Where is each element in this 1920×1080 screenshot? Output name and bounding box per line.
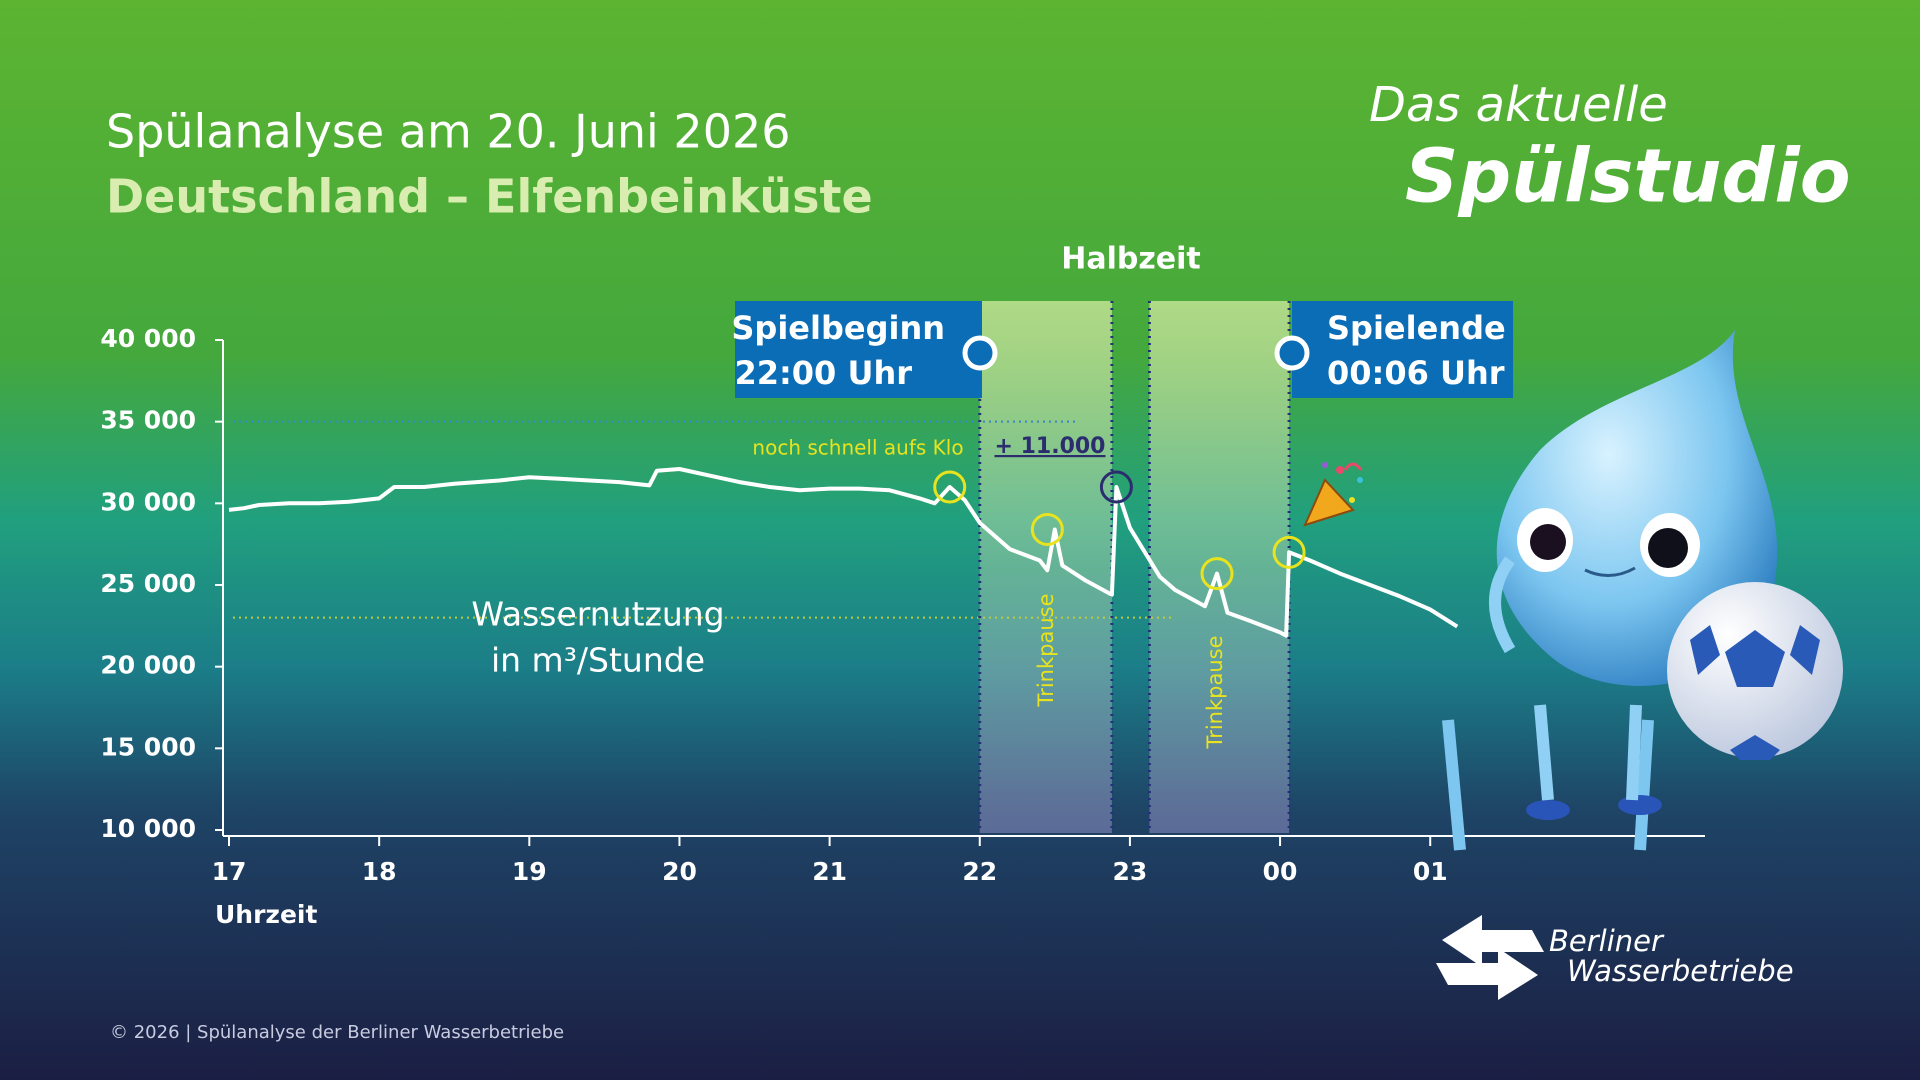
kickoff-label: Spielbeginn: [731, 309, 945, 347]
highlight-marker: [933, 470, 967, 504]
subtitle: Deutschland – Elfenbeinküste: [106, 170, 873, 224]
logo-text: Wasserbetriebe: [1567, 954, 1794, 988]
footer: © 2026 | Spülanalyse der Berliner Wasser…: [110, 1022, 564, 1043]
y-tick-label: 15 000: [100, 732, 196, 761]
final-label: Spielende: [1327, 309, 1506, 347]
final-dot: [1274, 335, 1310, 371]
final-box: [1292, 301, 1513, 398]
x-tick-label: 20: [662, 857, 697, 886]
x-tick-label: 22: [962, 857, 997, 886]
highlight-marker: [1099, 470, 1133, 504]
logo-text: Berliner: [1549, 924, 1665, 958]
highlight-marker: [1200, 557, 1234, 591]
y-tick-label: 10 000: [100, 814, 196, 843]
y-label: Wassernutzung: [471, 595, 724, 634]
x-tick-label: 19: [512, 857, 547, 886]
y-tick-label: 30 000: [100, 487, 196, 516]
party-popper: [1303, 462, 1363, 527]
y-tick-label: 20 000: [100, 651, 196, 680]
logo: [1436, 915, 1544, 1000]
period: [1149, 301, 1290, 833]
x-tick-label: 18: [362, 857, 397, 886]
annotation: Trinkpause: [1034, 593, 1058, 707]
y-tick-label: 25 000: [100, 569, 196, 598]
y-label: in m³/Stunde: [491, 641, 705, 680]
brand-name: Spülstudio: [1405, 134, 1851, 220]
kickoff-time: 22:00 Uhr: [734, 354, 912, 392]
annotation: Trinkpause: [1203, 635, 1227, 749]
final-time: 00:06 Uhr: [1327, 354, 1505, 392]
x-tick-label: 21: [812, 857, 847, 886]
y-tick-label: 40 000: [100, 324, 196, 353]
x-tick-label: 01: [1413, 857, 1448, 886]
annotation: + 11.000: [995, 434, 1106, 459]
data-line: [228, 467, 1459, 638]
brand-kicker: Das aktuelle: [1369, 77, 1668, 133]
mascot: [1442, 330, 1843, 851]
x-label: Uhrzeit: [215, 900, 318, 929]
y-tick-label: 35 000: [100, 406, 196, 435]
x-tick-label: 17: [212, 857, 247, 886]
kickoff-box: [735, 301, 982, 398]
plot: 10 000 15 000 20 000 25 000 30 000 35 000 40 0…: [100, 301, 1705, 886]
title: Spülanalyse am 20. Juni 2026: [106, 105, 791, 159]
x-tick-label: 00: [1263, 857, 1298, 886]
halftime-label: Halbzeit: [1061, 242, 1201, 277]
highlight-marker: [1030, 512, 1064, 546]
x-tick-label: 23: [1113, 857, 1148, 886]
kickoff-dot: [962, 335, 998, 371]
highlight-marker: [1272, 535, 1306, 569]
annotation: noch schnell aufs Klo: [752, 436, 963, 460]
